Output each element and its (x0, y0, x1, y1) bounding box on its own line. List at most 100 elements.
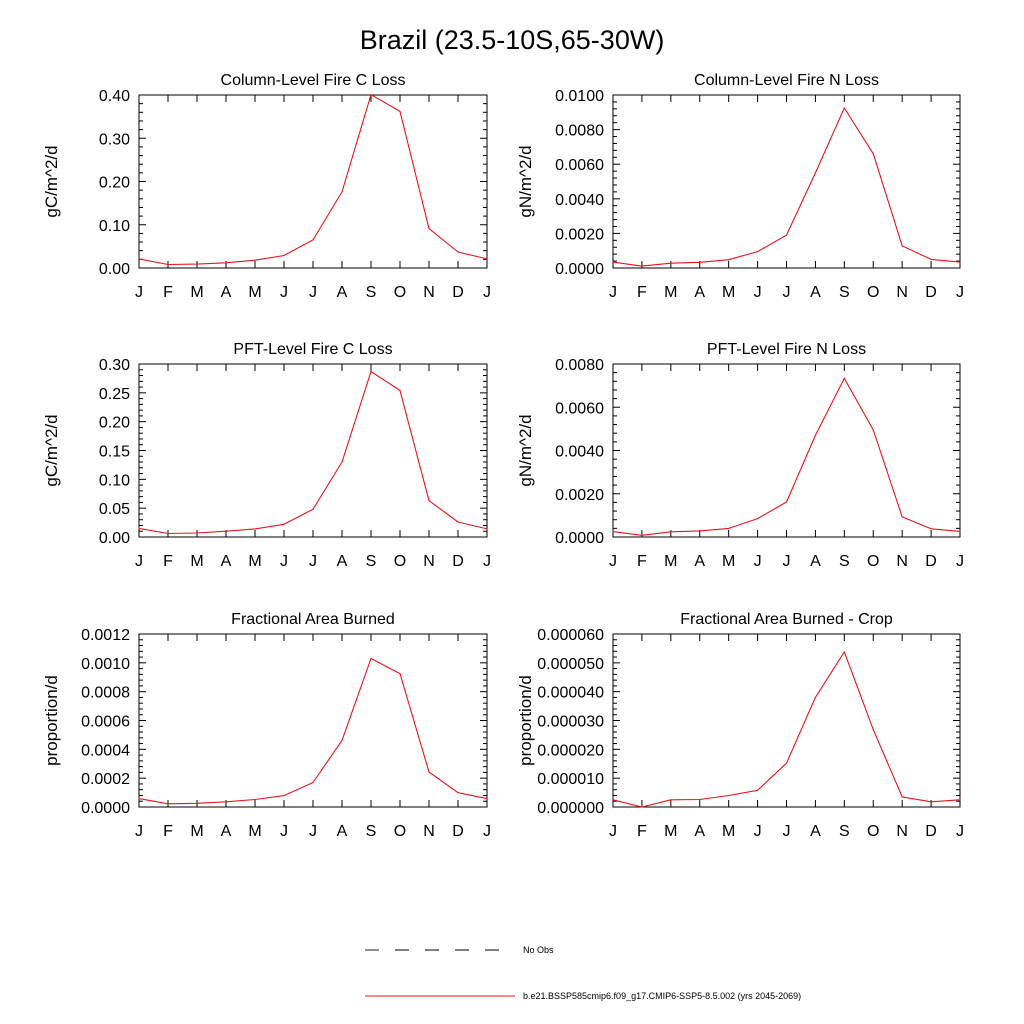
data-point (872, 429, 874, 431)
data-point (959, 799, 961, 801)
data-point (641, 534, 643, 536)
data-point (612, 799, 614, 801)
x-tick-label: S (839, 553, 850, 570)
y-tick-label: 0.0040 (555, 444, 604, 461)
data-point (843, 377, 845, 379)
data-point (167, 532, 169, 535)
y-tick-label: 0.00 (99, 530, 130, 547)
x-tick-label: J (956, 284, 964, 301)
data-point (457, 521, 459, 523)
y-tick-label: 0.20 (99, 175, 130, 192)
x-tick-label: J (754, 284, 762, 301)
series-line (612, 377, 961, 536)
x-tick-label: J (783, 823, 791, 840)
x-tick-label: N (423, 553, 435, 570)
y-tick-label: 0.0002 (81, 771, 130, 788)
x-tick-label: J (754, 553, 762, 570)
x-tick-label: F (637, 284, 647, 301)
panel-title: Column-Level Fire N Loss (694, 72, 879, 89)
data-point (167, 803, 169, 805)
plot-frame (138, 94, 488, 269)
data-point (138, 798, 140, 800)
plot-frame (138, 633, 488, 808)
x-tick-label: J (956, 553, 964, 570)
y-tick-label: 0.000060 (537, 627, 604, 644)
data-point (872, 729, 874, 731)
plot-frame (612, 94, 961, 269)
y-tick-label: 0.10 (99, 472, 130, 489)
y-axis-label: gN/m^2/d (516, 145, 535, 217)
y-tick-label: 0.0000 (81, 800, 130, 817)
y-tick-label: 0.000030 (537, 714, 604, 731)
y-tick-label: 0.000000 (537, 800, 604, 817)
data-point (283, 254, 285, 257)
data-point (167, 263, 169, 266)
data-point (670, 531, 672, 533)
data-point (399, 389, 401, 392)
x-tick-label: F (637, 823, 647, 840)
x-tick-label: A (221, 553, 232, 570)
x-tick-label: A (337, 823, 348, 840)
y-axis-label: proportion/d (42, 675, 61, 766)
data-point (196, 802, 198, 804)
y-tick-label: 0.000050 (537, 656, 604, 673)
x-tick-label: M (190, 284, 203, 301)
data-point (225, 801, 227, 803)
panel-title: Fractional Area Burned (231, 611, 395, 628)
x-tick-label: M (664, 823, 677, 840)
x-tick-label: D (925, 284, 937, 301)
data-point (312, 781, 314, 784)
y-axis-label: gC/m^2/d (42, 145, 61, 217)
plot-frame (138, 363, 488, 538)
y-tick-label: 0.0000 (555, 530, 604, 547)
y-tick-label: 0.000040 (537, 685, 604, 702)
x-tick-label: D (452, 553, 464, 570)
data-point (756, 250, 759, 253)
data-point (370, 93, 372, 96)
x-tick-label: J (280, 823, 288, 840)
x-tick-label: J (309, 553, 317, 570)
y-tick-label: 0.40 (99, 88, 130, 105)
x-tick-label: D (452, 823, 464, 840)
plot-frame (612, 633, 961, 808)
data-point (428, 771, 430, 773)
data-point (843, 651, 845, 653)
x-tick-label: O (394, 823, 406, 840)
series-line (612, 107, 961, 267)
x-tick-label: M (248, 284, 261, 301)
data-point (254, 259, 256, 261)
data-point (785, 501, 788, 503)
y-tick-label: 0.0080 (555, 357, 604, 374)
data-point (959, 530, 961, 532)
data-point (312, 508, 314, 510)
x-tick-label: A (221, 284, 232, 301)
y-tick-label: 0.000010 (537, 771, 604, 788)
data-point (756, 789, 759, 791)
data-point (254, 798, 256, 801)
figure-title: Brazil (23.5-10S,65-30W) (360, 25, 665, 55)
y-tick-label: 0.0060 (555, 157, 604, 174)
x-tick-label: D (925, 553, 937, 570)
panel-3: PFT-Level Fire C Loss 0.00 0.05 0.10 0.15 0.2… (42, 341, 491, 570)
data-point (670, 799, 672, 801)
data-point (728, 794, 730, 797)
panel-title: Fractional Area Burned - Crop (680, 611, 893, 628)
y-tick-label: 0.0020 (555, 487, 604, 504)
panels: Column-Level Fire C Loss 0.00 0.10 0.20 0.30… (42, 72, 964, 840)
x-tick-label: N (423, 284, 435, 301)
panel-4: PFT-Level Fire N Loss 0.0000 0.0020 0.0040 0… (516, 341, 964, 570)
y-tick-label: 0.30 (99, 131, 130, 148)
x-tick-label: N (896, 553, 908, 570)
y-axis-label: gC/m^2/d (42, 414, 61, 486)
data-point (699, 798, 701, 801)
data-point (486, 798, 488, 800)
y-tick-label: 0.0006 (81, 714, 130, 731)
x-tick-label: M (722, 553, 735, 570)
data-point (959, 261, 961, 263)
x-tick-label: A (810, 553, 821, 570)
data-point (814, 172, 817, 174)
x-tick-label: F (163, 284, 173, 301)
x-tick-label: J (309, 284, 317, 301)
data-point (930, 258, 932, 260)
data-point (341, 739, 343, 741)
